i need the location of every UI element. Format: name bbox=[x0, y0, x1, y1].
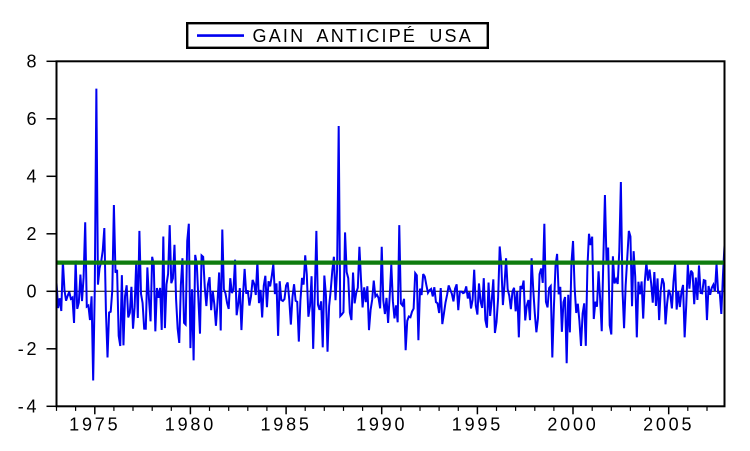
svg-text:1990: 1990 bbox=[356, 415, 407, 435]
svg-text:2: 2 bbox=[26, 224, 39, 244]
svg-text:1995: 1995 bbox=[452, 415, 503, 435]
svg-text:4: 4 bbox=[26, 167, 39, 187]
svg-text:2000: 2000 bbox=[547, 415, 598, 435]
svg-text:GAIN ANTICIPÉ USA: GAIN ANTICIPÉ USA bbox=[253, 26, 473, 46]
svg-text:8: 8 bbox=[26, 52, 39, 72]
svg-text:6: 6 bbox=[26, 109, 39, 129]
svg-text:1980: 1980 bbox=[165, 415, 216, 435]
svg-text:0: 0 bbox=[26, 282, 39, 302]
svg-text:-2: -2 bbox=[18, 339, 40, 359]
svg-text:1985: 1985 bbox=[260, 415, 311, 435]
svg-text:2005: 2005 bbox=[643, 415, 694, 435]
svg-text:1975: 1975 bbox=[69, 415, 120, 435]
svg-text:-4: -4 bbox=[18, 397, 40, 417]
